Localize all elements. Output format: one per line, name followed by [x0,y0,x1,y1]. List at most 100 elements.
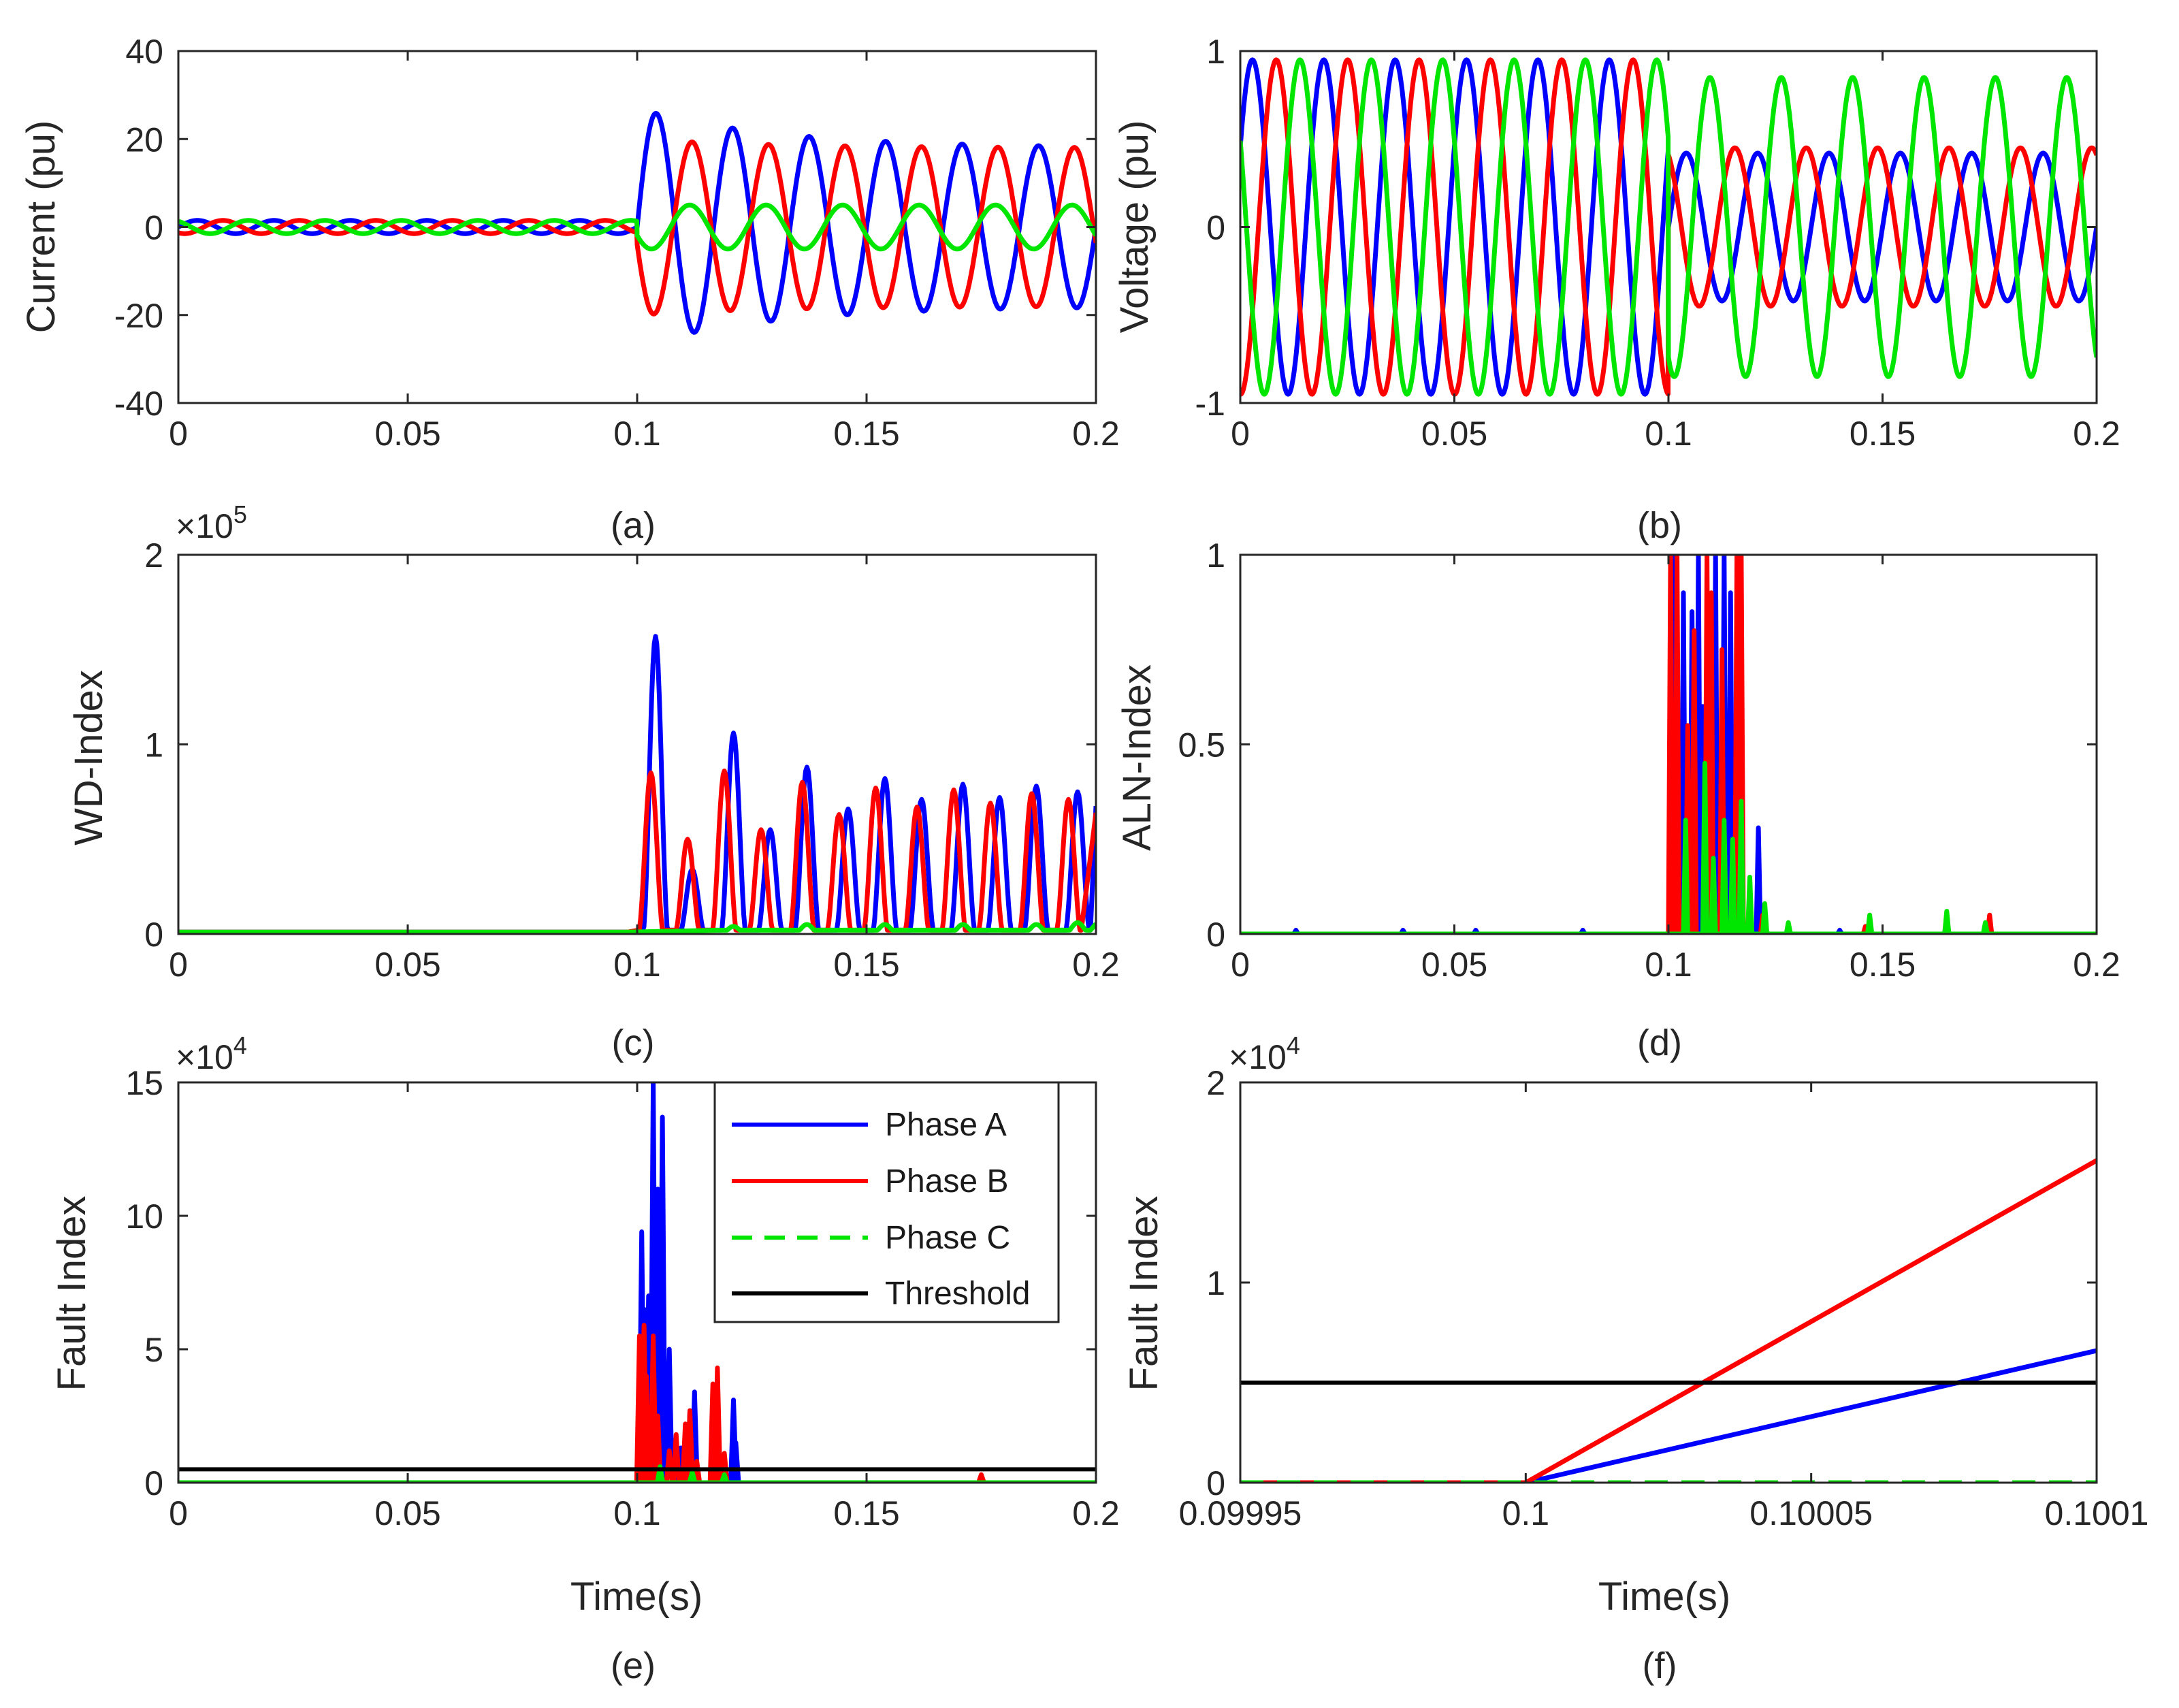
panel-f-labels: Fault Index Time(s) (f) [1122,1196,1730,1686]
panel-e-ylabel: Fault Index [50,1196,94,1391]
panel-a-line-phase-c [178,202,1096,252]
panel-a-ylabel: Current (pu) [19,120,63,334]
panel-a-series [178,111,1096,335]
panel-a-xtick-label: 0.2 [1072,415,1120,453]
panel-e-ytick-label: 0 [144,1464,163,1502]
legend-label-phase-c: Phase C [885,1220,1010,1256]
panel-e-xtick-label: 0.2 [1072,1494,1120,1532]
panel-c-xtick-label: 0.2 [1072,946,1120,984]
panel-e-ytick-label: 10 [125,1197,163,1236]
panel-b-ytick-label: 1 [1206,33,1225,71]
panel-c-ylabel: WD-Index [67,670,111,845]
panel-e-xtick-label: 0.1 [613,1494,661,1532]
panel-c-ytick-label: 0 [144,916,163,954]
panel-e-ytick-label: 15 [125,1064,163,1102]
panel-d-labels: ALN-Index (d) [1115,664,1682,1063]
panel-a-xtick-label: 0.05 [374,415,440,453]
panel-c-labels: WD-Index (c) [67,670,654,1063]
panel-a-ytick-label: 40 [125,33,163,71]
panel-a: 0 0.05 0.1 0.15 0.2 -40 -20 0 20 40 [114,33,1120,453]
legend-item-phase-b: Phase B [732,1163,1008,1199]
panel-a-line-phase-b [178,140,1096,317]
panel-f-line-phase-b [1240,1158,2097,1483]
panel-a-ytick-label: 20 [125,120,163,159]
panel-f-ytick-label: 2 [1206,1064,1225,1102]
panel-e-labels: Fault Index Time(s) (e) [50,1196,703,1686]
legend-item-threshold: Threshold [732,1276,1030,1312]
panel-c-ytick-label: 1 [144,726,163,764]
panel-a-ytick-label: 0 [144,209,163,247]
panel-b-xtick-label: 0 [1231,415,1250,453]
panel-a-ytick-label: -20 [114,297,163,335]
panel-c: 0 0.05 0.1 0.15 0.2 0 1 2 [144,536,1120,984]
panel-e-caption: (e) [611,1645,656,1686]
panel-d: 0 0.05 0.1 0.15 0.2 0 0.5 1 [1178,536,2120,984]
panel-c-series [178,634,1096,934]
legend-item-phase-a: Phase A [732,1107,1007,1143]
panel-c-xtick-label: 0.05 [374,946,440,984]
panel-c-ytick-label: 2 [144,536,163,575]
panel-d-xtick-label: 0 [1231,946,1250,984]
panel-b: 0 0.05 0.1 0.15 0.2-101 [1195,33,2120,453]
panel-c-line-phase-c [178,920,1096,934]
panel-d-series [1240,555,2097,934]
panel-f-ylabel: Fault Index [1122,1196,1166,1391]
panel-e: 0 0.05 0.1 0.15 0.2 0 5 10 15 [125,1064,1119,1532]
panel-b-xtick-label: 0.05 [1421,415,1487,453]
panel-d-xtick-label: 0.15 [1850,946,1916,984]
legend: Phase A Phase B Phase C Threshold [713,1081,1060,1323]
panel-e-ytick-label: 5 [144,1331,163,1369]
panel-f-ytick-label: 1 [1206,1264,1225,1302]
panel-a-xtick-label: 0 [169,415,188,453]
panel-e-xlabel: Time(s) [570,1575,703,1619]
legend-label-phase-a: Phase A [885,1107,1007,1143]
legend-item-phase-c: Phase C [732,1220,1010,1256]
panel-f: 0.09995 0.1 0.10005 0.1001 0 1 2 [1179,1064,2149,1532]
panel-a-ytick-label: -40 [114,385,163,423]
panel-b-xtick-label: 0.2 [2073,415,2120,453]
panel-b-line-phase-c [1240,57,2097,397]
legend-label-phase-b: Phase B [885,1163,1008,1199]
panel-f-ytick-label: 0 [1206,1464,1225,1502]
panel-b-series [1240,57,2097,397]
panel-c-exponent: ×105 [176,500,247,545]
panel-f-xlabel: Time(s) [1598,1575,1730,1619]
panel-d-ytick-label: 1 [1206,536,1225,575]
panel-e-exponent: ×104 [176,1031,247,1076]
panel-a-labels: Current (pu) (a) [19,120,656,546]
panel-f-xtick-label: 0.1001 [2045,1494,2149,1532]
legend-label-threshold: Threshold [885,1276,1030,1312]
panel-f-series [1240,1158,2097,1483]
panel-e-series [178,1082,1096,1483]
panel-e-xtick-label: 0.05 [374,1494,440,1532]
panel-f-xtick-label: 0.09995 [1179,1494,1302,1532]
panel-f-line-phase-a [1240,1348,2097,1483]
panel-c-xtick-label: 0.1 [613,946,661,984]
panel-a-xtick-label: 0.1 [613,415,661,453]
panel-e-line-phase-c [178,1464,1096,1483]
panel-e-xtick-label: 0.15 [833,1494,899,1532]
panel-a-xtick-label: 0.15 [833,415,899,453]
panel-d-ylabel: ALN-Index [1115,664,1159,851]
panel-b-xtick-label: 0.1 [1645,415,1692,453]
panel-b-ytick-label: 0 [1206,209,1225,247]
panel-d-xtick-label: 0.2 [2073,946,2120,984]
panel-f-xtick-label: 0.10005 [1749,1494,1873,1532]
panel-d-caption: (d) [1637,1022,1682,1063]
panel-e-line-phase-b [178,1323,1096,1483]
panel-c-caption: (c) [612,1022,655,1063]
panel-f-xtick-label: 0.1 [1502,1494,1550,1532]
panel-d-xtick-label: 0.1 [1645,946,1692,984]
panel-b-xtick-label: 0.15 [1850,415,1916,453]
panel-a-caption: (a) [611,505,656,546]
panel-b-ylabel: Voltage (pu) [1112,120,1157,334]
panel-e-xtick-label: 0 [169,1494,188,1532]
panel-f-exponent: ×104 [1229,1031,1300,1076]
panel-d-line-phase-b [1240,555,2097,934]
panel-b-caption: (b) [1637,505,1682,546]
panel-c-xtick-label: 0 [169,946,188,984]
panel-d-ytick-label: 0 [1206,916,1225,954]
panel-d-xtick-label: 0.05 [1421,946,1487,984]
